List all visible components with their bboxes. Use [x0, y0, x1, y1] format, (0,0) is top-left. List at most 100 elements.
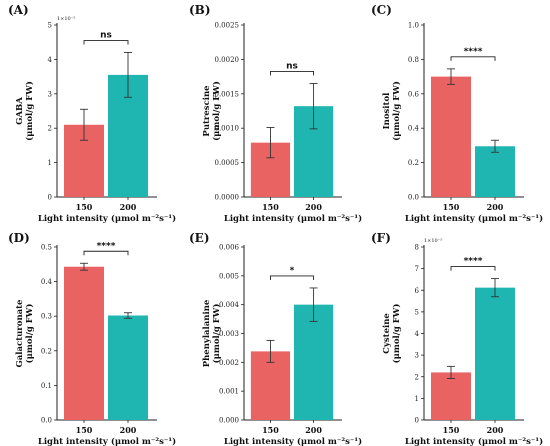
- bar-200: [108, 315, 148, 420]
- y-tick-label: 2: [415, 373, 419, 381]
- y-tick-label: 0.0000: [215, 194, 240, 202]
- significance-label: *: [290, 266, 295, 276]
- y-tick-label: 6: [415, 287, 420, 295]
- panel-label: (C): [371, 3, 392, 17]
- y-tick-label: 0.0025: [215, 22, 240, 30]
- bar-150: [431, 76, 471, 197]
- y-tick-label: 0.0005: [215, 159, 240, 167]
- y-tick-label: 0.8: [408, 56, 419, 64]
- y-tick-label: 0.000: [219, 417, 239, 425]
- y-axis-title: Inositol: [382, 92, 392, 129]
- y-tick-label: 0.6: [408, 90, 420, 98]
- significance-label: ns: [286, 61, 298, 71]
- x-tick-label: 150: [76, 425, 93, 435]
- axis-multiplier: 1×10⁻⁵: [424, 238, 442, 244]
- x-tick-label: 200: [305, 202, 322, 212]
- x-axis-title: Light intensity (μmol m⁻²s⁻¹): [405, 213, 543, 224]
- y-axis-title: Cysteine: [382, 313, 392, 354]
- x-axis-title: Light intensity (μmol m⁻²s⁻¹): [38, 213, 176, 224]
- y-tick-label: 0.0: [41, 417, 52, 425]
- y-tick-label: 0.003: [219, 330, 239, 338]
- chart-panel-5: (E) 0.000 0.001 0.002 0.003 0.004 0.005 0.006 15…: [189, 231, 362, 446]
- x-axis-title: Light intensity (μmol m⁻²s⁻¹): [224, 213, 362, 224]
- significance-bracket: [270, 71, 315, 76]
- panel-label: (B): [189, 3, 211, 17]
- y-tick-label: 0: [48, 194, 52, 202]
- significance-bracket: [450, 56, 496, 61]
- y-tick-label: 0.4: [41, 278, 53, 286]
- y-axis-unit: (μmol/g FW): [24, 304, 35, 364]
- y-tick-label: 4: [48, 56, 53, 64]
- bar-150: [64, 266, 104, 420]
- x-tick-label: 200: [120, 425, 137, 435]
- y-tick-label: 0: [415, 417, 419, 425]
- y-tick-label: 0.5: [41, 244, 52, 252]
- x-axis-title: Light intensity (μmol m⁻²s⁻¹): [224, 436, 362, 446]
- significance-label: ****: [97, 241, 116, 251]
- panel-label: (A): [8, 3, 29, 17]
- significance-label: ns: [100, 31, 112, 41]
- y-axis-title: Phenylalanine: [202, 299, 212, 367]
- panel-label: (D): [8, 231, 30, 245]
- y-tick-label: 3: [415, 352, 419, 360]
- significance-bracket: [270, 275, 315, 280]
- y-axis-title: Galacturonate: [15, 299, 25, 368]
- y-tick-label: 1: [48, 159, 52, 167]
- y-axis-unit: (μmol/g FW): [391, 81, 402, 141]
- y-tick-label: 0.001: [219, 388, 239, 396]
- chart-panel-4: (D) 0.0 0.1 0.2 0.3 0.4 0.5 150 200 **** Light int…: [8, 231, 176, 446]
- chart-panel-1: (A) 0 1 2 3 4 5 1×10⁻⁵ 150 200 ns Light intensity (…: [8, 3, 176, 224]
- significance-bracket: [83, 40, 129, 45]
- significance-bracket: [83, 250, 129, 256]
- x-axis-title: Light intensity (μmol m⁻²s⁻¹): [38, 436, 176, 446]
- x-tick-label: 150: [443, 425, 460, 435]
- x-tick-label: 150: [443, 202, 460, 212]
- y-tick-label: 2: [48, 125, 52, 133]
- y-tick-label: 0.2: [408, 159, 419, 167]
- y-tick-label: 0.3: [41, 313, 52, 321]
- x-tick-label: 200: [487, 202, 504, 212]
- bar-200: [293, 304, 334, 420]
- bar-200: [475, 287, 515, 420]
- y-tick-label: 7: [415, 265, 419, 273]
- y-tick-label: 3: [48, 90, 52, 98]
- axis-multiplier: 1×10⁻⁵: [57, 16, 75, 22]
- x-tick-label: 200: [487, 425, 504, 435]
- y-tick-label: 0.002: [219, 359, 239, 367]
- chart-panel-3: (C) 0.0 0.2 0.4 0.6 0.8 1.0 150 200 **** Light int…: [371, 3, 543, 224]
- y-tick-label: 0.2: [41, 347, 52, 355]
- significance-label: ****: [464, 257, 483, 267]
- y-tick-label: 8: [415, 244, 419, 252]
- y-tick-label: 0.4: [408, 125, 420, 133]
- x-tick-label: 150: [262, 202, 279, 212]
- significance-bracket: [450, 266, 496, 271]
- chart-panel-6: (F) 0 1 2 3 4 5 6 7 8 1×10⁻⁵ 150 200 **** Light intens…: [371, 231, 543, 446]
- y-tick-label: 0.0: [408, 194, 419, 202]
- y-tick-label: 0.004: [219, 301, 240, 309]
- y-tick-label: 0.0020: [215, 56, 240, 64]
- y-axis-unit: (μmol/g FW): [211, 304, 222, 364]
- y-tick-label: 0.0010: [215, 125, 240, 133]
- x-tick-label: 200: [120, 202, 137, 212]
- y-tick-label: 0.0015: [215, 90, 240, 98]
- x-tick-label: 150: [76, 202, 93, 212]
- y-axis-title: GABA: [15, 97, 25, 125]
- y-tick-label: 5: [48, 22, 52, 30]
- y-tick-label: 1.0: [408, 22, 419, 30]
- bar-200: [475, 146, 515, 197]
- y-tick-label: 4: [415, 330, 420, 338]
- panel-label: (F): [371, 231, 391, 245]
- y-axis-unit: (μmol/g FW): [24, 81, 35, 141]
- chart-panel-2: (B) 0.0000 0.0005 0.0010 0.0015 0.0020 0.0025 1…: [189, 3, 362, 224]
- y-axis-unit: (μmol/g FW): [391, 304, 402, 364]
- panel-label: (E): [189, 231, 210, 245]
- y-tick-label: 0.005: [219, 272, 239, 280]
- y-tick-label: 1: [415, 395, 419, 403]
- y-tick-label: 5: [415, 308, 419, 316]
- y-axis-unit: (μmol/g FW): [211, 81, 222, 141]
- x-tick-label: 150: [262, 425, 279, 435]
- significance-label: ****: [464, 47, 483, 57]
- y-tick-label: 0.006: [219, 244, 240, 252]
- x-tick-label: 200: [305, 425, 322, 435]
